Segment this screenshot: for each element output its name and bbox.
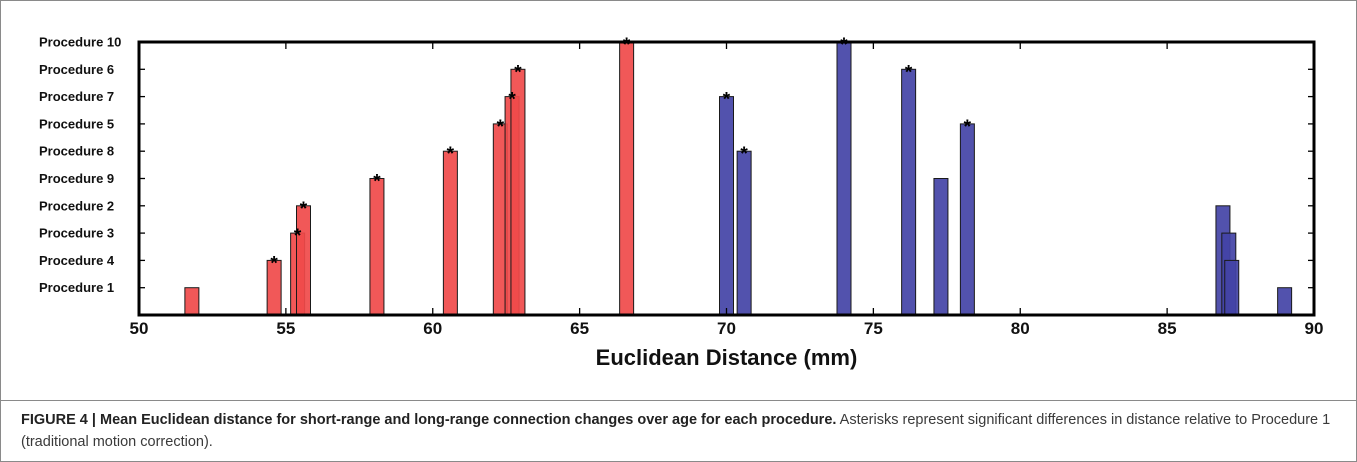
y-category-label: Procedure 8 (39, 144, 114, 159)
x-tick-label: 80 (1011, 319, 1030, 338)
significance-asterisk: * (840, 35, 848, 56)
significance-asterisk: * (447, 144, 455, 165)
bar (369, 178, 385, 316)
significance-markers-layer: ************** (270, 35, 971, 274)
x-tick-label: 65 (570, 319, 589, 338)
bar (1224, 259, 1240, 316)
significance-asterisk: * (508, 90, 516, 111)
y-category-label: Procedure 6 (39, 62, 114, 77)
y-category-label: Procedure 2 (39, 198, 114, 213)
bar (933, 178, 949, 316)
x-tick-label: 85 (1158, 319, 1177, 338)
y-category-label: Procedure 1 (39, 280, 114, 295)
significance-asterisk: * (514, 62, 522, 83)
significance-asterisk: * (723, 90, 731, 111)
y-category-label: Procedure 9 (39, 171, 114, 186)
bar (1277, 287, 1293, 316)
significance-asterisk: * (270, 253, 278, 274)
significance-asterisk: * (740, 144, 748, 165)
x-axis-ticks: 50 55 60 65 70 75 80 85 90 (130, 42, 1324, 338)
x-tick-label: 70 (717, 319, 736, 338)
bar (736, 150, 752, 316)
bar (184, 287, 200, 316)
x-tick-label: 75 (864, 319, 883, 338)
bar (619, 41, 635, 316)
bar (901, 68, 917, 316)
significance-asterisk: * (300, 199, 308, 220)
x-tick-label: 55 (276, 319, 295, 338)
y-category-label: Procedure 4 (39, 253, 115, 268)
figure-caption: FIGURE 4 | Mean Euclidean distance for s… (21, 409, 1341, 453)
bar (959, 123, 975, 316)
caption-body: Asterisks represent significant differen… (21, 412, 1331, 450)
bar (836, 41, 852, 316)
caption-divider (1, 400, 1356, 401)
x-tick-label: 50 (130, 319, 149, 338)
bar (296, 205, 311, 316)
bar (442, 150, 458, 316)
significance-asterisk: * (964, 117, 972, 138)
x-tick-label: 60 (423, 319, 442, 338)
bar (719, 96, 734, 316)
x-tick-label: 90 (1305, 319, 1324, 338)
significance-asterisk: * (623, 35, 631, 56)
y-category-label: Procedure 7 (39, 89, 114, 104)
bars-layer (184, 41, 1293, 316)
y-category-label: Procedure 3 (39, 226, 114, 241)
bar-chart: ************** 50 55 60 65 70 75 80 85 90 Proced… (39, 35, 1324, 371)
significance-asterisk: * (373, 172, 381, 193)
caption-lead: FIGURE 4 | Mean Euclidean distance for s… (21, 412, 837, 428)
y-category-label: Procedure 10 (39, 35, 121, 50)
y-axis-ticks: Procedure 1 Procedure 4 Procedure 3 Procedu… (39, 35, 1314, 295)
significance-asterisk: * (905, 62, 913, 83)
y-category-label: Procedure 5 (39, 116, 114, 131)
x-axis-title: Euclidean Distance (mm) (596, 345, 858, 370)
significance-asterisk: * (294, 226, 302, 247)
significance-asterisk: * (497, 117, 505, 138)
